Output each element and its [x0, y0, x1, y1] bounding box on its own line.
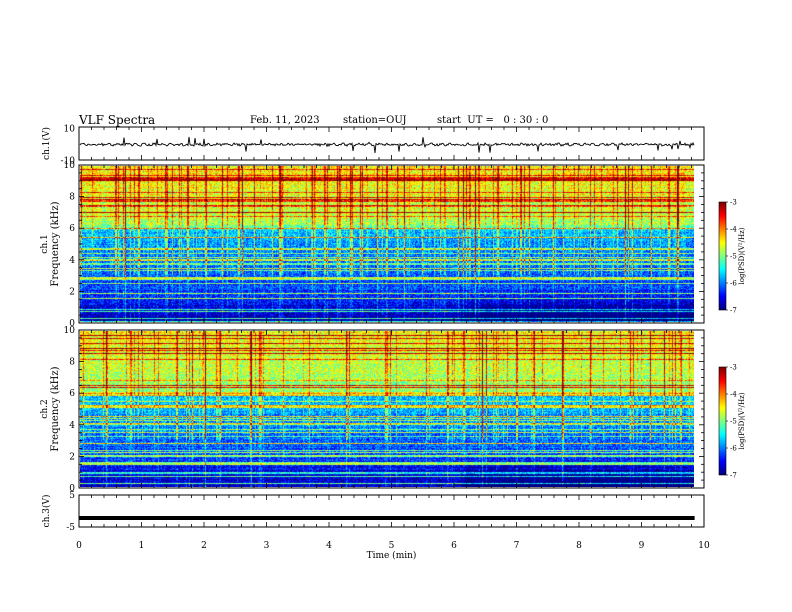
date-label: Feb. 11, 2023 [250, 115, 320, 126]
ch1-spectrogram-colorbar-tick-label: -5 [730, 253, 737, 261]
ch1-spectrogram-heatmap [80, 166, 694, 322]
ch2-spectrogram-ytick-label: 2 [69, 452, 75, 462]
x-tick-label: 3 [264, 541, 270, 551]
ch2-spectrogram-colorbar-tick-label: -3 [730, 364, 737, 372]
ch2-spectrogram-ytick-label: 6 [69, 389, 75, 399]
ch1-waveform-ytick-label: -10 [61, 156, 76, 166]
ch2-spectrogram-colorbar [719, 367, 726, 475]
ch2-spectrogram-colorbar-tick-label: -5 [730, 418, 737, 426]
x-tick-label: 9 [639, 541, 645, 551]
ch2-spectrogram-colorbar-tick-label: -6 [730, 445, 737, 453]
x-axis-label: Time (min) [367, 550, 417, 561]
ch2-spectrogram-colorbar-tick-label: -4 [730, 391, 737, 399]
x-tick-label: 1 [139, 541, 145, 551]
ch1-spectrogram-colorbar-tick-label: -4 [730, 226, 737, 234]
ch2-spectrogram-ytick-label: 4 [69, 421, 75, 431]
ch1-spectrogram-ylabel-channel: ch.1 [40, 234, 50, 253]
ch1-spectrogram-colorbar [719, 202, 726, 310]
x-tick-label: 8 [576, 541, 582, 551]
x-tick-label: 5 [389, 541, 395, 551]
ch2-spectrogram-ytick-label: 8 [69, 358, 75, 368]
ch1-spectrogram-colorbar-tick-label: -3 [730, 199, 737, 207]
ch2-spectrogram-ytick-label: 10 [64, 326, 76, 336]
x-tick-label: 2 [201, 541, 207, 551]
ch2-spectrogram-colorbar-label: log(PSD)(V²/Hz) [738, 392, 746, 449]
ch1-spectrogram-ytick-label: 4 [69, 256, 75, 266]
ch1-spectrogram-ytick-label: 2 [69, 287, 75, 297]
x-tick-label: 4 [326, 541, 332, 551]
ch1-waveform-line [79, 136, 695, 153]
ch3-waveform-ytick-label: 5 [69, 491, 75, 501]
ch1-spectrogram-ytick-label: 10 [64, 161, 76, 171]
ch1-spectrogram-ytick-label: 6 [69, 224, 75, 234]
x-tick-label: 7 [514, 541, 520, 551]
ch1-spectrogram-ylabel-frequency: Frequency (kHz) [50, 201, 61, 286]
ch1-spectrogram-colorbar-tick-label: -7 [730, 307, 737, 315]
ch1-waveform-ylabel: ch.1(V) [41, 127, 52, 160]
ch1-waveform-ytick-label: 10 [64, 125, 76, 135]
x-tick-label: 0 [76, 541, 82, 551]
ch2-spectrogram-ylabel-channel: ch.2 [40, 399, 50, 418]
ch1-spectrogram-ytick-label: 0 [69, 319, 75, 329]
start-ut-label: start UT = 0 : 30 : 0 [437, 115, 549, 126]
ch3-waveform-ylabel: ch.3(V) [41, 495, 52, 528]
ch1-spectrogram-colorbar-label: log(PSD)(V²/Hz) [738, 227, 746, 284]
x-tick-label: 10 [698, 541, 710, 551]
ch2-spectrogram-colorbar-tick-label: -7 [730, 472, 737, 480]
station-label: station=OUJ [343, 115, 407, 126]
ch1-spectrogram-ytick-label: 8 [69, 193, 75, 203]
ch1-spectrogram-colorbar-tick-label: -6 [730, 280, 737, 288]
figure-title: VLF Spectra [79, 113, 156, 127]
ch2-spectrogram-ylabel-frequency: Frequency (kHz) [50, 366, 61, 451]
ch3-waveform-ytick-label: -5 [66, 523, 75, 533]
ch2-spectrogram-ytick-label: 0 [69, 484, 75, 494]
ch2-spectrogram-heatmap [80, 331, 694, 487]
x-tick-label: 6 [451, 541, 457, 551]
